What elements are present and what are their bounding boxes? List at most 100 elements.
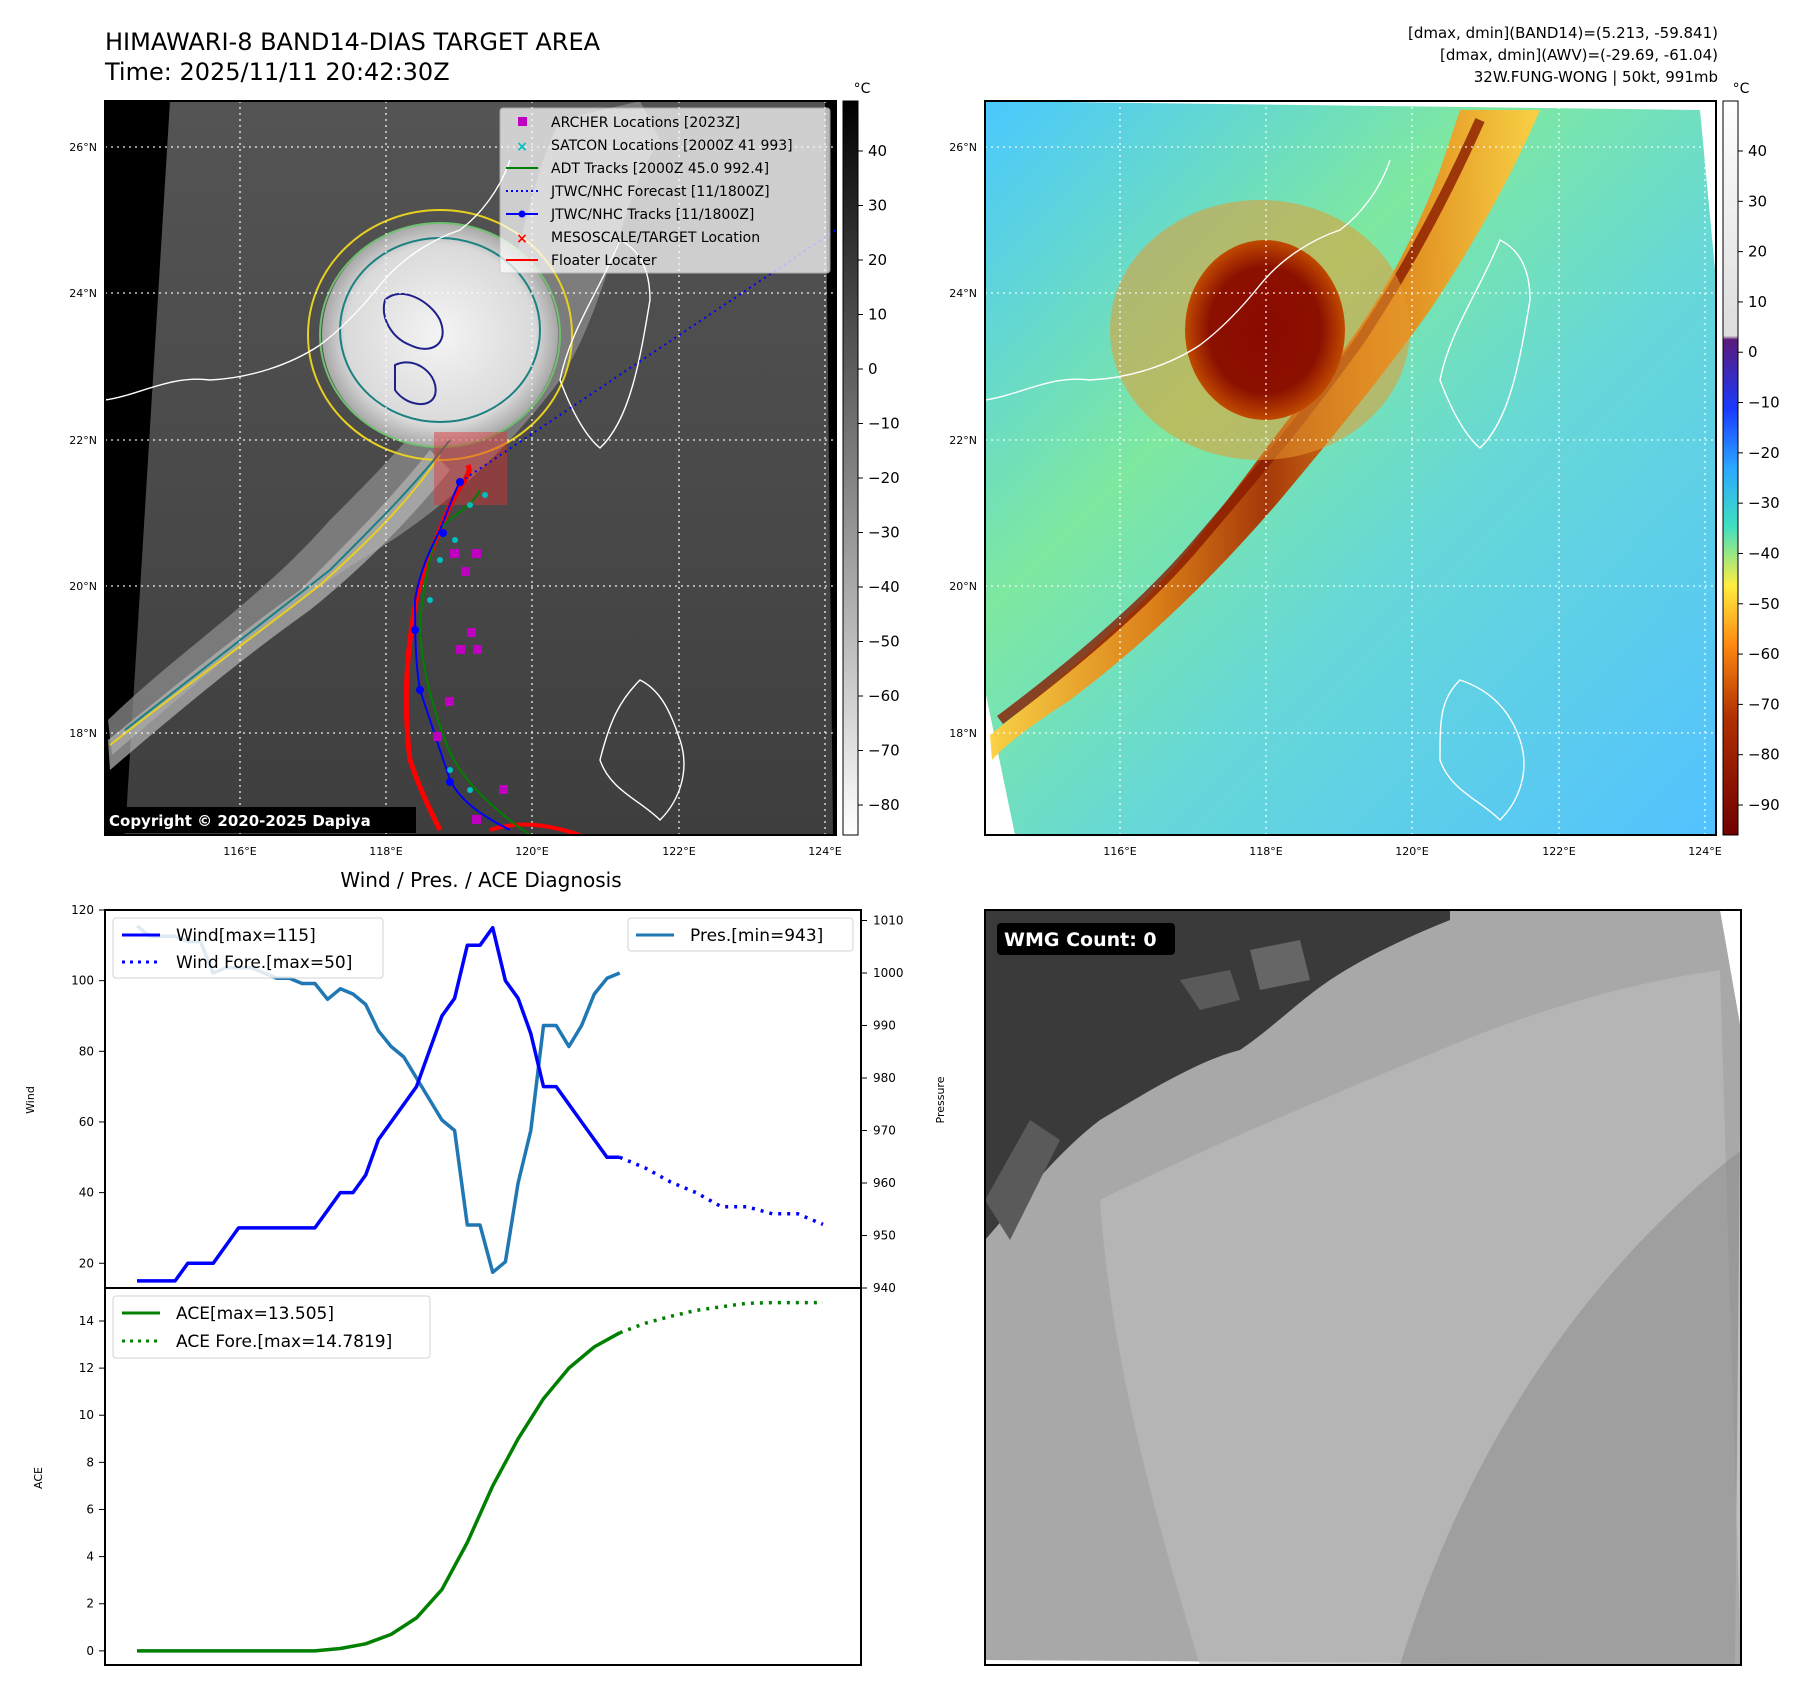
awv-range: [dmax, dmin](AWV)=(-29.69, -61.04) (1440, 46, 1718, 64)
wmg-frame (984, 909, 1742, 1666)
ace-ytick-label: 6 (86, 1502, 94, 1516)
contour-green (319, 222, 561, 448)
pressure-legend-box (627, 917, 854, 952)
copyright-bg (104, 807, 416, 833)
svg-text:20°N: 20°N (949, 580, 977, 593)
wind-forecast-line (619, 1155, 824, 1227)
wind-line (137, 925, 620, 1283)
svg-text:ARCHER Locations [2023Z]: ARCHER Locations [2023Z] (551, 115, 740, 131)
ace-ytick-label: 2 (86, 1597, 94, 1611)
pressure-ytick-label: 970 (873, 1124, 896, 1138)
satcon-swatch: × (516, 139, 528, 155)
pressure-ytick-label: 940 (873, 1281, 896, 1295)
dry-eye-region (1185, 240, 1345, 420)
ace-ylabel: ACE (32, 1467, 45, 1489)
wind-ytick-label: 20 (79, 1256, 94, 1270)
colorbar-tick-label: 20 (1748, 243, 1767, 261)
colorbar-tick-label: 0 (868, 360, 878, 378)
wind-ytick-label: 100 (71, 974, 94, 988)
wind-ytick-label: 60 (79, 1115, 94, 1129)
svg-text:Floater Locater: Floater Locater (551, 253, 657, 269)
svg-text:22°N: 22°N (949, 434, 977, 447)
pressure-legend: Pres.[min=943] (627, 917, 854, 952)
svg-text:MESOSCALE/TARGET Location: MESOSCALE/TARGET Location (551, 230, 760, 246)
colorbar-tick-label: −20 (868, 469, 900, 487)
wmg-mid-patch-2 (1250, 940, 1310, 990)
wind-fore-legend-label: Wind Fore.[max=50] (176, 953, 352, 973)
svg-text:116°E: 116°E (1103, 845, 1136, 858)
ace-ytick-label: 8 (86, 1455, 94, 1469)
legend-item-forecast: JTWC/NHC Forecast [11/1800Z] (506, 184, 770, 200)
pressure-ytick-label: 960 (873, 1176, 896, 1190)
colorbar-tick-label: −10 (1748, 394, 1780, 412)
ace-legend-box (112, 1295, 431, 1359)
colorbar-tick-label: 30 (868, 197, 887, 215)
ace-axis: 0 2 4 6 8 10 12 14 (79, 1314, 105, 1658)
svg-text:SATCON Locations [2000Z 41 993: SATCON Locations [2000Z 41 993] (551, 138, 793, 154)
coastline-luzon (599, 679, 685, 821)
pressure-ytick-label: 950 (873, 1229, 896, 1243)
ace-legend-label: ACE[max=13.505] (176, 1304, 334, 1324)
pressure-ylabel: Pressure (934, 1076, 947, 1123)
figure-title: HIMAWARI-8 BAND14-DIAS TARGET AREA (105, 28, 601, 56)
svg-text:122°E: 122°E (1542, 845, 1575, 858)
band14-range: [dmax, dmin](BAND14)=(5.213, -59.841) (1408, 24, 1718, 42)
archer-swatch (518, 117, 527, 126)
ir-colorbar-ticks: 40 30 20 10 0 −10 −20 −30 −40 −50 −60 −70 −80 (858, 142, 900, 814)
awv-colorbar-ramp (1722, 100, 1739, 836)
satcon-markers (427, 492, 488, 793)
svg-text:26°N: 26°N (69, 141, 97, 154)
svg-text:122°E: 122°E (662, 845, 695, 858)
svg-text:26°N: 26°N (949, 141, 977, 154)
colorbar-tick-label: −70 (868, 742, 900, 760)
awv-lat-ticks: 26°N 24°N 22°N 20°N 18°N (949, 141, 977, 740)
ace-line (137, 1331, 621, 1653)
no-data-left (105, 101, 170, 835)
wind-ytick-label: 40 (79, 1186, 94, 1200)
figure-time: Time: 2025/11/11 20:42:30Z (104, 58, 450, 86)
svg-text:24°N: 24°N (69, 287, 97, 300)
colorbar-tick-label: −50 (1748, 595, 1780, 613)
colorbar-tick-label: −60 (1748, 645, 1780, 663)
awv-map-frame (984, 100, 1717, 836)
wind-legend-label: Wind[max=115] (176, 926, 316, 946)
colorbar-tick-label: −80 (868, 796, 900, 814)
awv-lon-ticks: 116°E 118°E 120°E 122°E 124°E (1103, 845, 1721, 858)
svg-text:120°E: 120°E (515, 845, 548, 858)
ace-ytick-label: 0 (86, 1644, 94, 1658)
ace-ytick-label: 4 (86, 1550, 94, 1564)
colorbar-tick-label: −90 (1748, 796, 1780, 814)
colorbar-tick-label: −10 (868, 415, 900, 433)
ace-ytick-label: 14 (79, 1314, 94, 1328)
legend-item-jtwc: JTWC/NHC Tracks [11/1800Z] (506, 207, 754, 223)
legend-item-target: × MESOSCALE/TARGET Location (516, 230, 760, 247)
wmg-count-badge: WMG Count: 0 (997, 923, 1175, 955)
svg-text:Copyright © 2020-2025 Dapiya: Copyright © 2020-2025 Dapiya (109, 812, 371, 830)
wmg-dark-region (985, 910, 1450, 1240)
wind-legend: Wind[max=115] Wind Fore.[max=50] (112, 917, 384, 979)
legend-item-floater: Floater Locater (506, 253, 657, 269)
svg-text:JTWC/NHC Tracks [11/1800Z]: JTWC/NHC Tracks [11/1800Z] (550, 207, 754, 223)
coastline-luzon-r (1439, 679, 1525, 821)
colorbar-tick-label: −60 (868, 687, 900, 705)
svg-text:116°E: 116°E (223, 845, 256, 858)
ace-chart: 0 2 4 6 8 10 12 14 ACE ACE[max=13.505] ACE Fore… (32, 1287, 862, 1666)
ir-colorbar: °C 40 30 20 10 0 −10 −20 −30 −40 −50 −60 −70 −80 (842, 81, 900, 836)
svg-text:°C: °C (1733, 81, 1750, 97)
legend-item-satcon: × SATCON Locations [2000Z 41 993] (516, 138, 792, 155)
wind-legend-box (112, 917, 384, 979)
colorbar-tick-label: −80 (1748, 746, 1780, 764)
svg-text:20°N: 20°N (69, 580, 97, 593)
svg-text:124°E: 124°E (1688, 845, 1721, 858)
pressure-ytick-label: 1000 (873, 966, 904, 980)
wind-ylabel: Wind (24, 1086, 37, 1114)
awv-map-panel: 26°N 24°N 22°N 20°N 18°N 116°E 118°E 120… (949, 100, 1722, 858)
wmg-badge-bg (997, 923, 1175, 955)
legend-item-archer: ARCHER Locations [2023Z] (518, 115, 740, 131)
pressure-legend-label: Pres.[min=943] (690, 926, 823, 946)
central-dense-overcast (322, 223, 558, 447)
wmg-mid-patch-3 (985, 1120, 1060, 1240)
wind-axis: 20 40 60 80 100 120 (71, 903, 105, 1270)
awv-background (985, 101, 1716, 835)
contour-band-teal (124, 439, 451, 731)
